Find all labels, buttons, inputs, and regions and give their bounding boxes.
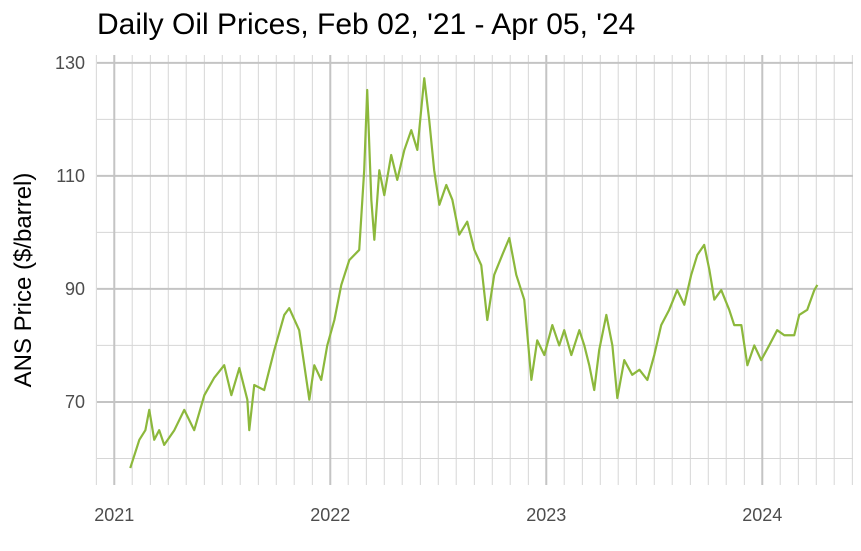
x-tick-label: 2024 [742, 505, 782, 525]
x-tick-label: 2022 [310, 505, 350, 525]
y-tick-label: 130 [55, 53, 85, 73]
x-tick-label: 2021 [94, 505, 134, 525]
y-tick-label: 70 [65, 392, 85, 412]
y-axis-title: ANS Price ($/barrel) [10, 173, 37, 388]
x-tick-label: 2023 [526, 505, 566, 525]
y-tick-label: 110 [56, 166, 85, 186]
grid [95, 55, 853, 485]
y-tick-label: 90 [65, 279, 85, 299]
price-line [129, 77, 819, 469]
plot [129, 77, 819, 469]
chart-title: Daily Oil Prices, Feb 02, '21 - Apr 05, … [97, 8, 635, 41]
